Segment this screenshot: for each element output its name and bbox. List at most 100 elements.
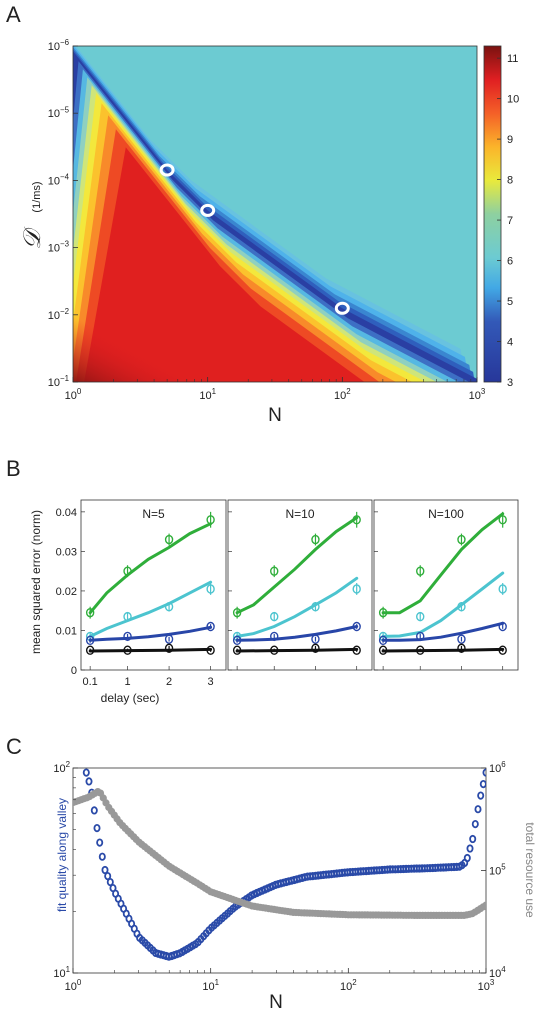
data-point-green [498, 515, 507, 525]
colorbar-tick-label: 3 [507, 377, 513, 389]
data-point-blue [164, 634, 174, 644]
fit-line-green [235, 516, 359, 615]
fit-quality-point [482, 768, 486, 777]
heatmap-ylabel: 𝒟 [19, 226, 46, 250]
fit-line-blue [88, 625, 213, 642]
colorbar-tick-label: 9 [507, 134, 513, 146]
fit-line-cyan [235, 576, 359, 638]
panel-c-xlabel: N [269, 992, 283, 1013]
data-point-black [416, 645, 425, 655]
data-point-cyan [416, 611, 425, 622]
panel-c-ytick-right-label: 104 [489, 965, 506, 980]
colorbar-tick-label: 8 [507, 175, 513, 187]
heatmap-ytick-label: 10−3 [48, 240, 70, 255]
fit-quality-point [98, 852, 106, 861]
data-point-cyan [352, 584, 361, 594]
valley-marker-2 [334, 301, 350, 315]
subplot-title: N=10 [285, 507, 314, 521]
data-point-cyan [206, 584, 215, 594]
heatmap-xtick-label: 101 [199, 387, 216, 402]
data-point-black [498, 645, 507, 655]
data-point-green [206, 515, 215, 525]
fit-quality-point [469, 834, 477, 844]
colorbar-tick-label: 7 [507, 215, 513, 227]
data-point-cyan [457, 602, 466, 612]
panel-label-b: B [6, 456, 21, 481]
data-point-black [457, 643, 466, 653]
panel-b-xtick-label: 1 [124, 676, 130, 688]
data-point-black [164, 643, 174, 653]
data-point-blue [85, 635, 95, 646]
fit-quality-point [466, 844, 474, 853]
fit-quality-point [85, 777, 93, 786]
data-point-green [270, 566, 279, 576]
subplot-frame [227, 499, 373, 671]
panel-b-ytick-label: 0.04 [56, 507, 77, 519]
fit-line-cyan [88, 580, 213, 638]
resource-use-point [482, 901, 486, 909]
panel-b-xtick-label: 0.1 [83, 676, 98, 688]
data-point-black [352, 645, 361, 655]
valley-marker-1 [200, 203, 216, 217]
panel-c-xtick-label: 102 [340, 978, 357, 993]
data-point-green [378, 607, 388, 618]
data-point-blue [457, 634, 466, 644]
fit-quality-point [471, 819, 479, 829]
data-point-green [311, 534, 320, 545]
heatmap-ytick-label: 10−4 [48, 172, 70, 187]
panel-b-xlabel: delay (sec) [101, 691, 160, 705]
heatmap-ytick-label: 10−1 [48, 374, 70, 389]
heatmap-frame [72, 45, 478, 383]
data-point-black [378, 645, 388, 655]
heatmap-ytick-label: 10−5 [48, 105, 70, 120]
data-point-blue [270, 631, 279, 642]
data-point-blue [416, 631, 425, 642]
fit-quality-point [477, 791, 485, 800]
colorbar [483, 45, 502, 383]
data-point-green [352, 515, 361, 525]
fit-quality-point [90, 806, 98, 815]
data-point-blue [232, 635, 242, 646]
data-point-cyan [498, 584, 507, 594]
fit-quality-point [463, 853, 471, 863]
data-point-green [457, 534, 466, 545]
colorbar-tick-label: 5 [507, 296, 513, 308]
data-point-green [85, 607, 95, 618]
data-point-blue [311, 634, 320, 644]
panel-c-xtick-label: 103 [478, 978, 495, 993]
colorbar-tick-label: 10 [507, 94, 519, 106]
panel-c-ytick-right-label: 106 [489, 760, 506, 775]
data-point-black [123, 645, 132, 655]
data-point-blue [378, 635, 388, 646]
subplot-frame [80, 499, 227, 671]
fit-line-blue [235, 625, 359, 642]
data-point-green [123, 566, 132, 576]
fit-quality-point [82, 768, 90, 777]
fit-quality-point [96, 838, 104, 847]
data-point-black [206, 645, 215, 655]
panel-b-xtick-label: 2 [166, 676, 172, 688]
data-point-black [311, 643, 320, 653]
data-point-black [85, 645, 95, 655]
heatmap-xtick-label: 100 [65, 387, 82, 402]
data-point-green [164, 534, 174, 545]
valley-marker-0 [159, 163, 175, 177]
colorbar-tick-label: 11 [507, 53, 518, 65]
fit-line-cyan [381, 571, 505, 638]
data-point-green [416, 566, 425, 576]
heatmap-ytick-label: 10−2 [48, 307, 69, 322]
fit-quality-point [93, 823, 101, 833]
data-point-blue [123, 631, 132, 642]
fit-line-black [235, 647, 359, 653]
data-point-green [232, 607, 242, 618]
colorbar-tick-label: 6 [507, 256, 513, 268]
panel-label-c: C [6, 734, 22, 759]
panel-c-ytick-left-label: 102 [53, 760, 70, 775]
data-point-black [232, 645, 242, 655]
fit-line-black [88, 647, 213, 653]
data-point-cyan [123, 611, 132, 622]
fit-quality-point [479, 780, 486, 789]
fit-line-green [381, 512, 505, 615]
panel-b-ytick-label: 0.02 [56, 586, 77, 598]
